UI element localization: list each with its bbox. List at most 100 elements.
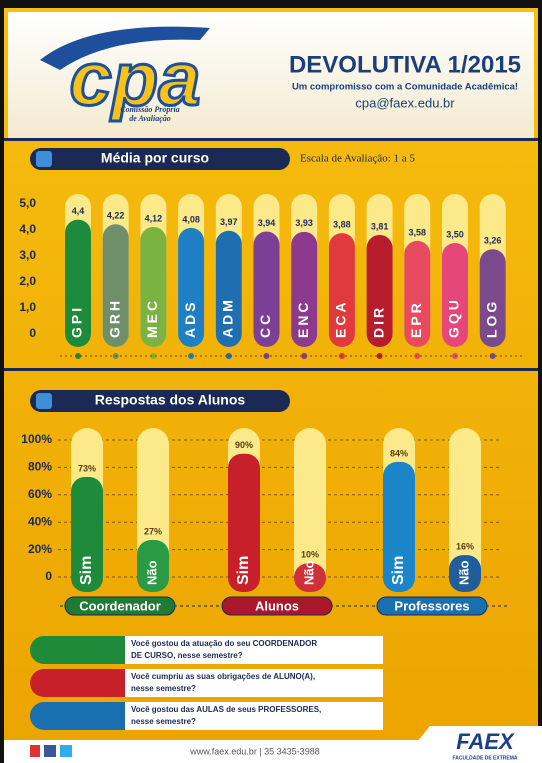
y-tick-label: 5,0 [19, 196, 36, 210]
dot [301, 353, 308, 359]
series-label: Não [456, 560, 471, 585]
dot [225, 353, 232, 359]
dot [376, 353, 383, 359]
chart-title: Média por curso [101, 150, 209, 166]
y-tick-label: 3,0 [19, 248, 36, 262]
bar-track [294, 428, 326, 592]
category-label: EPR [408, 300, 424, 338]
group-badge [376, 596, 488, 616]
value-label: 4,12 [145, 213, 163, 223]
group-label: Coordenador [79, 598, 161, 613]
category-label: ADS [182, 299, 198, 338]
question-color [30, 669, 140, 697]
category-label: LOG [483, 299, 499, 338]
category-label: ENC [295, 299, 311, 338]
y-tick-label: 100% [21, 432, 52, 446]
bar [215, 230, 242, 347]
y-tick-label: 2,0 [19, 274, 36, 288]
value-label: 27% [144, 526, 162, 536]
icon [36, 151, 52, 167]
social-icon [30, 745, 40, 757]
icon [36, 393, 52, 409]
question-text: Você gostou das AULAS de seus PROFESSORE… [131, 705, 321, 714]
value-label: 4,4 [72, 206, 85, 216]
y-tick-label: 4,0 [19, 222, 36, 236]
email: cpa@faex.edu.br [355, 95, 455, 110]
question-text: DE CURSO, nesse semestre? [131, 651, 243, 660]
question-text: Você gostou da atuação do seu COORDENADO… [131, 639, 317, 648]
divider [4, 368, 538, 371]
dot [489, 353, 496, 359]
bar [102, 224, 129, 347]
question-box [125, 702, 383, 730]
question-color [30, 702, 140, 730]
dot [75, 353, 81, 359]
bar [449, 555, 481, 592]
value-label: 3,88 [333, 219, 351, 229]
question-color [30, 636, 140, 664]
value-label: 10% [301, 550, 319, 560]
bar [366, 234, 393, 347]
category-label: ECA [333, 299, 349, 338]
bar [253, 231, 280, 347]
value-label: 3,81 [371, 221, 389, 231]
value-label: 84% [390, 448, 408, 458]
question-text: Você cumpriu as suas obrigações de ALUNO… [131, 672, 315, 681]
logo: cpa [70, 37, 201, 122]
bar [71, 476, 103, 592]
subtitle: Um compromisso com a Comunidade Acadêmic… [292, 82, 518, 93]
bar [383, 461, 415, 592]
series-label: Sim [235, 556, 252, 585]
brand-subtitle: FACULDADE DE EXTREMA [452, 755, 517, 761]
category-label: DIR [370, 305, 386, 338]
bar [404, 240, 431, 347]
y-tick-label: 60% [28, 487, 52, 501]
title: DEVOLUTIVA 1/2015 [289, 51, 521, 78]
logo-subtitle: de Avaliação [129, 114, 171, 123]
chart-title: Respostas dos Alunos [95, 392, 246, 408]
value-label: 3,94 [258, 218, 276, 228]
question-text: nesse semestre? [131, 684, 196, 693]
chart-subtitle: Escala de Avaliação: 1 a 5 [300, 153, 415, 165]
brand-panel [400, 726, 542, 763]
divider [4, 138, 538, 141]
series-label: Sim [390, 556, 407, 585]
bar [178, 227, 205, 347]
y-tick-label: 20% [28, 542, 52, 556]
header-panel [8, 12, 534, 138]
category-label: CC [257, 312, 273, 338]
y-tick-label: 1,0 [19, 300, 36, 314]
value-label: 3,26 [484, 236, 502, 246]
group-badge [221, 596, 333, 616]
y-tick-label: 80% [28, 460, 52, 474]
group-label: Professores [394, 598, 469, 613]
category-label: GRH [106, 298, 122, 338]
logo-swoosh [40, 26, 210, 70]
question-text: nesse semestre? [131, 717, 196, 726]
group-badge [64, 596, 176, 616]
category-label: ADM [220, 297, 236, 338]
section-bar [30, 148, 290, 170]
bar [228, 453, 260, 592]
social-icon [60, 745, 72, 757]
y-tick-label: 0 [29, 326, 36, 340]
bar [137, 540, 169, 592]
value-label: 16% [456, 541, 474, 551]
value-label: 4,08 [182, 214, 200, 224]
value-label: 73% [78, 463, 96, 473]
bar [291, 231, 318, 347]
series-label: Sim [78, 556, 95, 585]
series-label: Não [301, 560, 316, 585]
value-label: 3,58 [409, 227, 427, 237]
bar [65, 219, 91, 347]
question-box [125, 669, 383, 697]
value-label: 3,97 [220, 217, 238, 227]
question-box [125, 636, 383, 664]
footer-contact: www.faex.edu.br | 35 3435-3988 [189, 746, 319, 756]
bar [442, 243, 468, 347]
bar [328, 233, 355, 347]
bar-track [449, 428, 481, 592]
series-label: Não [144, 560, 159, 585]
value-label: 4,22 [107, 211, 125, 221]
